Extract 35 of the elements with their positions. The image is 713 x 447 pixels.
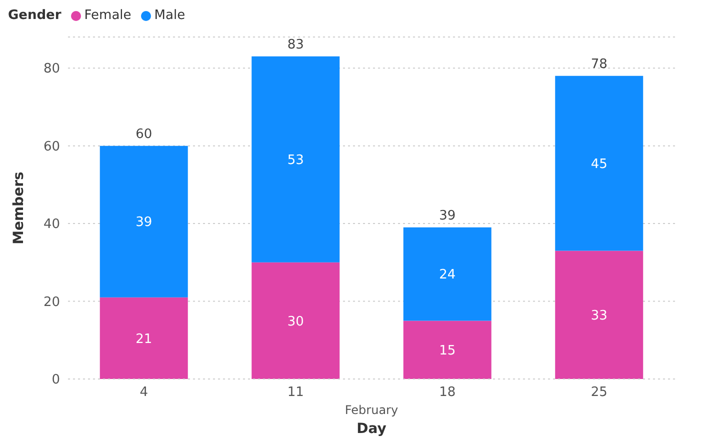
x-tick-label: 11 [287, 385, 304, 400]
data-label: 30 [287, 314, 304, 330]
bar [403, 320, 492, 379]
y-tick-label: 80 [43, 62, 60, 77]
legend-title: Gender [8, 8, 62, 23]
y-tick-label: 60 [43, 139, 60, 154]
bar [100, 297, 188, 379]
x-axis-title: Day [356, 421, 388, 437]
data-label: 15 [439, 343, 456, 358]
text: February [344, 403, 400, 417]
total-label: 60 [136, 126, 152, 142]
legend-label: Male [153, 8, 186, 23]
y-tick-label: 40 [43, 217, 60, 232]
legend-label: Female [83, 8, 132, 23]
x-tick-label: 25 [590, 385, 608, 400]
data-label: 21 [136, 332, 152, 347]
bar [100, 146, 188, 298]
total-label: 78 [590, 56, 608, 72]
data-label: 45 [590, 156, 608, 172]
bar [403, 227, 492, 321]
bar [555, 250, 644, 379]
data-label: 33 [590, 308, 608, 324]
x-tick-label: 18 [439, 385, 456, 400]
data-label: 53 [287, 153, 304, 168]
total-label: 83 [287, 37, 304, 52]
bar [555, 76, 644, 251]
data-label: 39 [136, 215, 152, 230]
y-axis-title: Members [10, 172, 27, 244]
total-label: 39 [439, 208, 456, 224]
y-tick-label: 0 [52, 372, 60, 388]
bar [252, 56, 340, 262]
data-label: 24 [439, 268, 456, 283]
x-tick-label: 4 [140, 385, 148, 400]
y-tick-label: 20 [43, 294, 60, 310]
bar [252, 262, 340, 379]
